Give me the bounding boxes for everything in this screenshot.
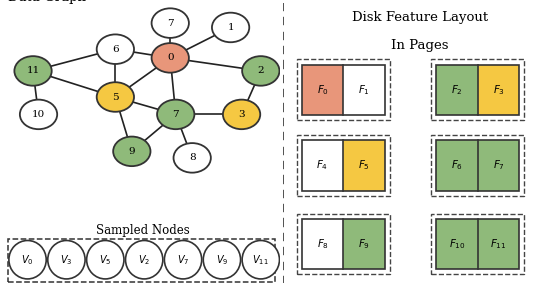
Text: $F_5$: $F_5$: [358, 158, 370, 172]
Text: $V_{11}$: $V_{11}$: [253, 253, 269, 267]
Ellipse shape: [20, 100, 57, 129]
FancyBboxPatch shape: [8, 239, 274, 282]
Text: $F_6$: $F_6$: [451, 158, 463, 172]
Ellipse shape: [97, 82, 134, 112]
FancyBboxPatch shape: [302, 140, 343, 191]
Text: 2: 2: [258, 66, 264, 76]
Text: 8: 8: [189, 153, 195, 162]
Text: $F_0$: $F_0$: [316, 83, 329, 97]
Text: $F_3$: $F_3$: [493, 83, 505, 97]
Ellipse shape: [223, 100, 260, 129]
Text: 5: 5: [112, 92, 119, 102]
FancyBboxPatch shape: [436, 219, 478, 269]
FancyBboxPatch shape: [436, 65, 478, 115]
Text: $F_{10}$: $F_{10}$: [449, 237, 465, 251]
Text: $F_9$: $F_9$: [358, 237, 370, 251]
Text: $F_7$: $F_7$: [493, 158, 505, 172]
Text: $V_0$: $V_0$: [21, 253, 34, 267]
Ellipse shape: [174, 143, 211, 173]
Text: $V_3$: $V_3$: [60, 253, 73, 267]
Text: 7: 7: [167, 19, 174, 28]
Ellipse shape: [125, 241, 163, 279]
Text: $F_1$: $F_1$: [358, 83, 370, 97]
Text: 0: 0: [167, 53, 174, 62]
FancyBboxPatch shape: [478, 65, 520, 115]
Ellipse shape: [152, 43, 189, 73]
FancyBboxPatch shape: [478, 219, 520, 269]
FancyBboxPatch shape: [478, 140, 520, 191]
Text: In Pages: In Pages: [391, 39, 449, 52]
Text: $F_8$: $F_8$: [316, 237, 329, 251]
Ellipse shape: [87, 241, 124, 279]
Text: $F_{11}$: $F_{11}$: [491, 237, 507, 251]
Text: 11: 11: [26, 66, 40, 76]
Ellipse shape: [113, 137, 151, 166]
Text: $V_9$: $V_9$: [216, 253, 228, 267]
Ellipse shape: [9, 241, 46, 279]
Text: Data Graph: Data Graph: [8, 0, 86, 3]
Text: $F_2$: $F_2$: [451, 83, 463, 97]
FancyBboxPatch shape: [436, 140, 478, 191]
Ellipse shape: [97, 34, 134, 64]
FancyBboxPatch shape: [302, 65, 343, 115]
Text: 6: 6: [112, 45, 119, 54]
Ellipse shape: [212, 13, 249, 42]
Ellipse shape: [48, 241, 85, 279]
Ellipse shape: [165, 241, 202, 279]
FancyBboxPatch shape: [343, 65, 385, 115]
Ellipse shape: [203, 241, 241, 279]
FancyBboxPatch shape: [302, 219, 343, 269]
Ellipse shape: [15, 56, 52, 86]
FancyBboxPatch shape: [343, 219, 385, 269]
Ellipse shape: [242, 241, 279, 279]
Ellipse shape: [152, 8, 189, 38]
Text: $V_7$: $V_7$: [177, 253, 189, 267]
Text: 10: 10: [32, 110, 45, 119]
Text: Disk Feature Layout: Disk Feature Layout: [352, 11, 488, 24]
Text: 3: 3: [238, 110, 245, 119]
Text: 7: 7: [172, 110, 179, 119]
Text: 1: 1: [227, 23, 234, 32]
Text: $V_2$: $V_2$: [138, 253, 150, 267]
Text: $V_5$: $V_5$: [99, 253, 111, 267]
Ellipse shape: [157, 100, 194, 129]
Text: $F_4$: $F_4$: [316, 158, 329, 172]
Text: 9: 9: [128, 147, 135, 156]
Text: Sampled Nodes: Sampled Nodes: [96, 224, 190, 237]
Ellipse shape: [242, 56, 279, 86]
FancyBboxPatch shape: [343, 140, 385, 191]
